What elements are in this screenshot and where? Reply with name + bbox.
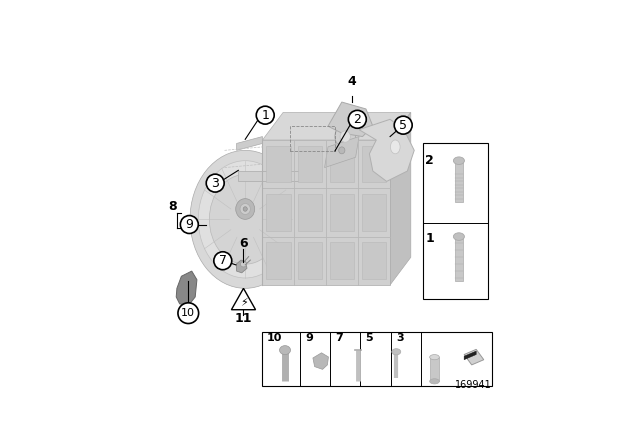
Ellipse shape xyxy=(453,157,465,164)
Polygon shape xyxy=(238,171,300,181)
Circle shape xyxy=(394,116,412,134)
Ellipse shape xyxy=(241,262,246,267)
Bar xyxy=(266,242,291,279)
Circle shape xyxy=(206,174,224,192)
Polygon shape xyxy=(237,137,262,151)
Bar xyxy=(330,194,355,231)
Text: 5: 5 xyxy=(399,119,407,132)
Text: 3: 3 xyxy=(211,177,219,190)
Polygon shape xyxy=(359,119,414,181)
Text: ⚡: ⚡ xyxy=(239,298,247,308)
Polygon shape xyxy=(262,112,411,140)
Bar xyxy=(429,357,439,381)
Bar xyxy=(298,146,323,182)
Bar xyxy=(362,146,387,182)
Text: 9: 9 xyxy=(186,218,193,231)
Text: 2: 2 xyxy=(353,113,361,126)
Text: 1: 1 xyxy=(426,232,434,245)
Text: 11: 11 xyxy=(235,312,252,325)
Bar xyxy=(455,237,463,281)
Ellipse shape xyxy=(392,349,401,355)
Bar xyxy=(262,140,390,285)
Polygon shape xyxy=(232,289,255,310)
Ellipse shape xyxy=(240,203,250,215)
Text: 9: 9 xyxy=(305,333,313,343)
Bar xyxy=(298,242,323,279)
Text: 3: 3 xyxy=(396,333,404,343)
Text: 169941: 169941 xyxy=(455,380,492,390)
Text: 7: 7 xyxy=(219,254,227,267)
Ellipse shape xyxy=(429,379,439,384)
Bar xyxy=(362,194,387,231)
Polygon shape xyxy=(324,137,359,168)
Ellipse shape xyxy=(335,125,356,148)
Circle shape xyxy=(180,215,198,233)
Ellipse shape xyxy=(429,354,439,360)
Polygon shape xyxy=(236,260,247,273)
Ellipse shape xyxy=(280,345,291,354)
Polygon shape xyxy=(464,349,484,365)
Text: 10: 10 xyxy=(181,308,195,318)
Ellipse shape xyxy=(190,151,300,289)
Circle shape xyxy=(256,106,274,124)
Text: 7: 7 xyxy=(335,333,343,343)
Text: 4: 4 xyxy=(348,75,356,88)
Polygon shape xyxy=(464,351,476,360)
Ellipse shape xyxy=(236,198,255,220)
Bar xyxy=(362,242,387,279)
Bar xyxy=(298,194,323,231)
Polygon shape xyxy=(176,271,197,306)
Text: 2: 2 xyxy=(426,154,434,167)
Ellipse shape xyxy=(209,174,281,264)
Bar xyxy=(330,146,355,182)
Bar xyxy=(262,332,492,386)
Polygon shape xyxy=(313,353,328,369)
Bar xyxy=(423,143,488,299)
Polygon shape xyxy=(328,102,373,137)
Ellipse shape xyxy=(453,233,465,241)
Bar xyxy=(455,161,463,202)
Text: 10: 10 xyxy=(267,333,282,343)
Polygon shape xyxy=(390,112,411,285)
Ellipse shape xyxy=(339,147,345,154)
Circle shape xyxy=(214,252,232,270)
Bar xyxy=(266,146,291,182)
Ellipse shape xyxy=(340,131,351,142)
Text: 6: 6 xyxy=(239,237,248,250)
Circle shape xyxy=(348,110,366,128)
Ellipse shape xyxy=(198,161,292,278)
Text: 5: 5 xyxy=(365,333,373,343)
Ellipse shape xyxy=(390,140,400,154)
Circle shape xyxy=(178,303,198,323)
Ellipse shape xyxy=(243,207,247,211)
Bar xyxy=(330,242,355,279)
Bar xyxy=(266,194,291,231)
Text: 8: 8 xyxy=(168,200,177,213)
Text: 1: 1 xyxy=(261,109,269,122)
